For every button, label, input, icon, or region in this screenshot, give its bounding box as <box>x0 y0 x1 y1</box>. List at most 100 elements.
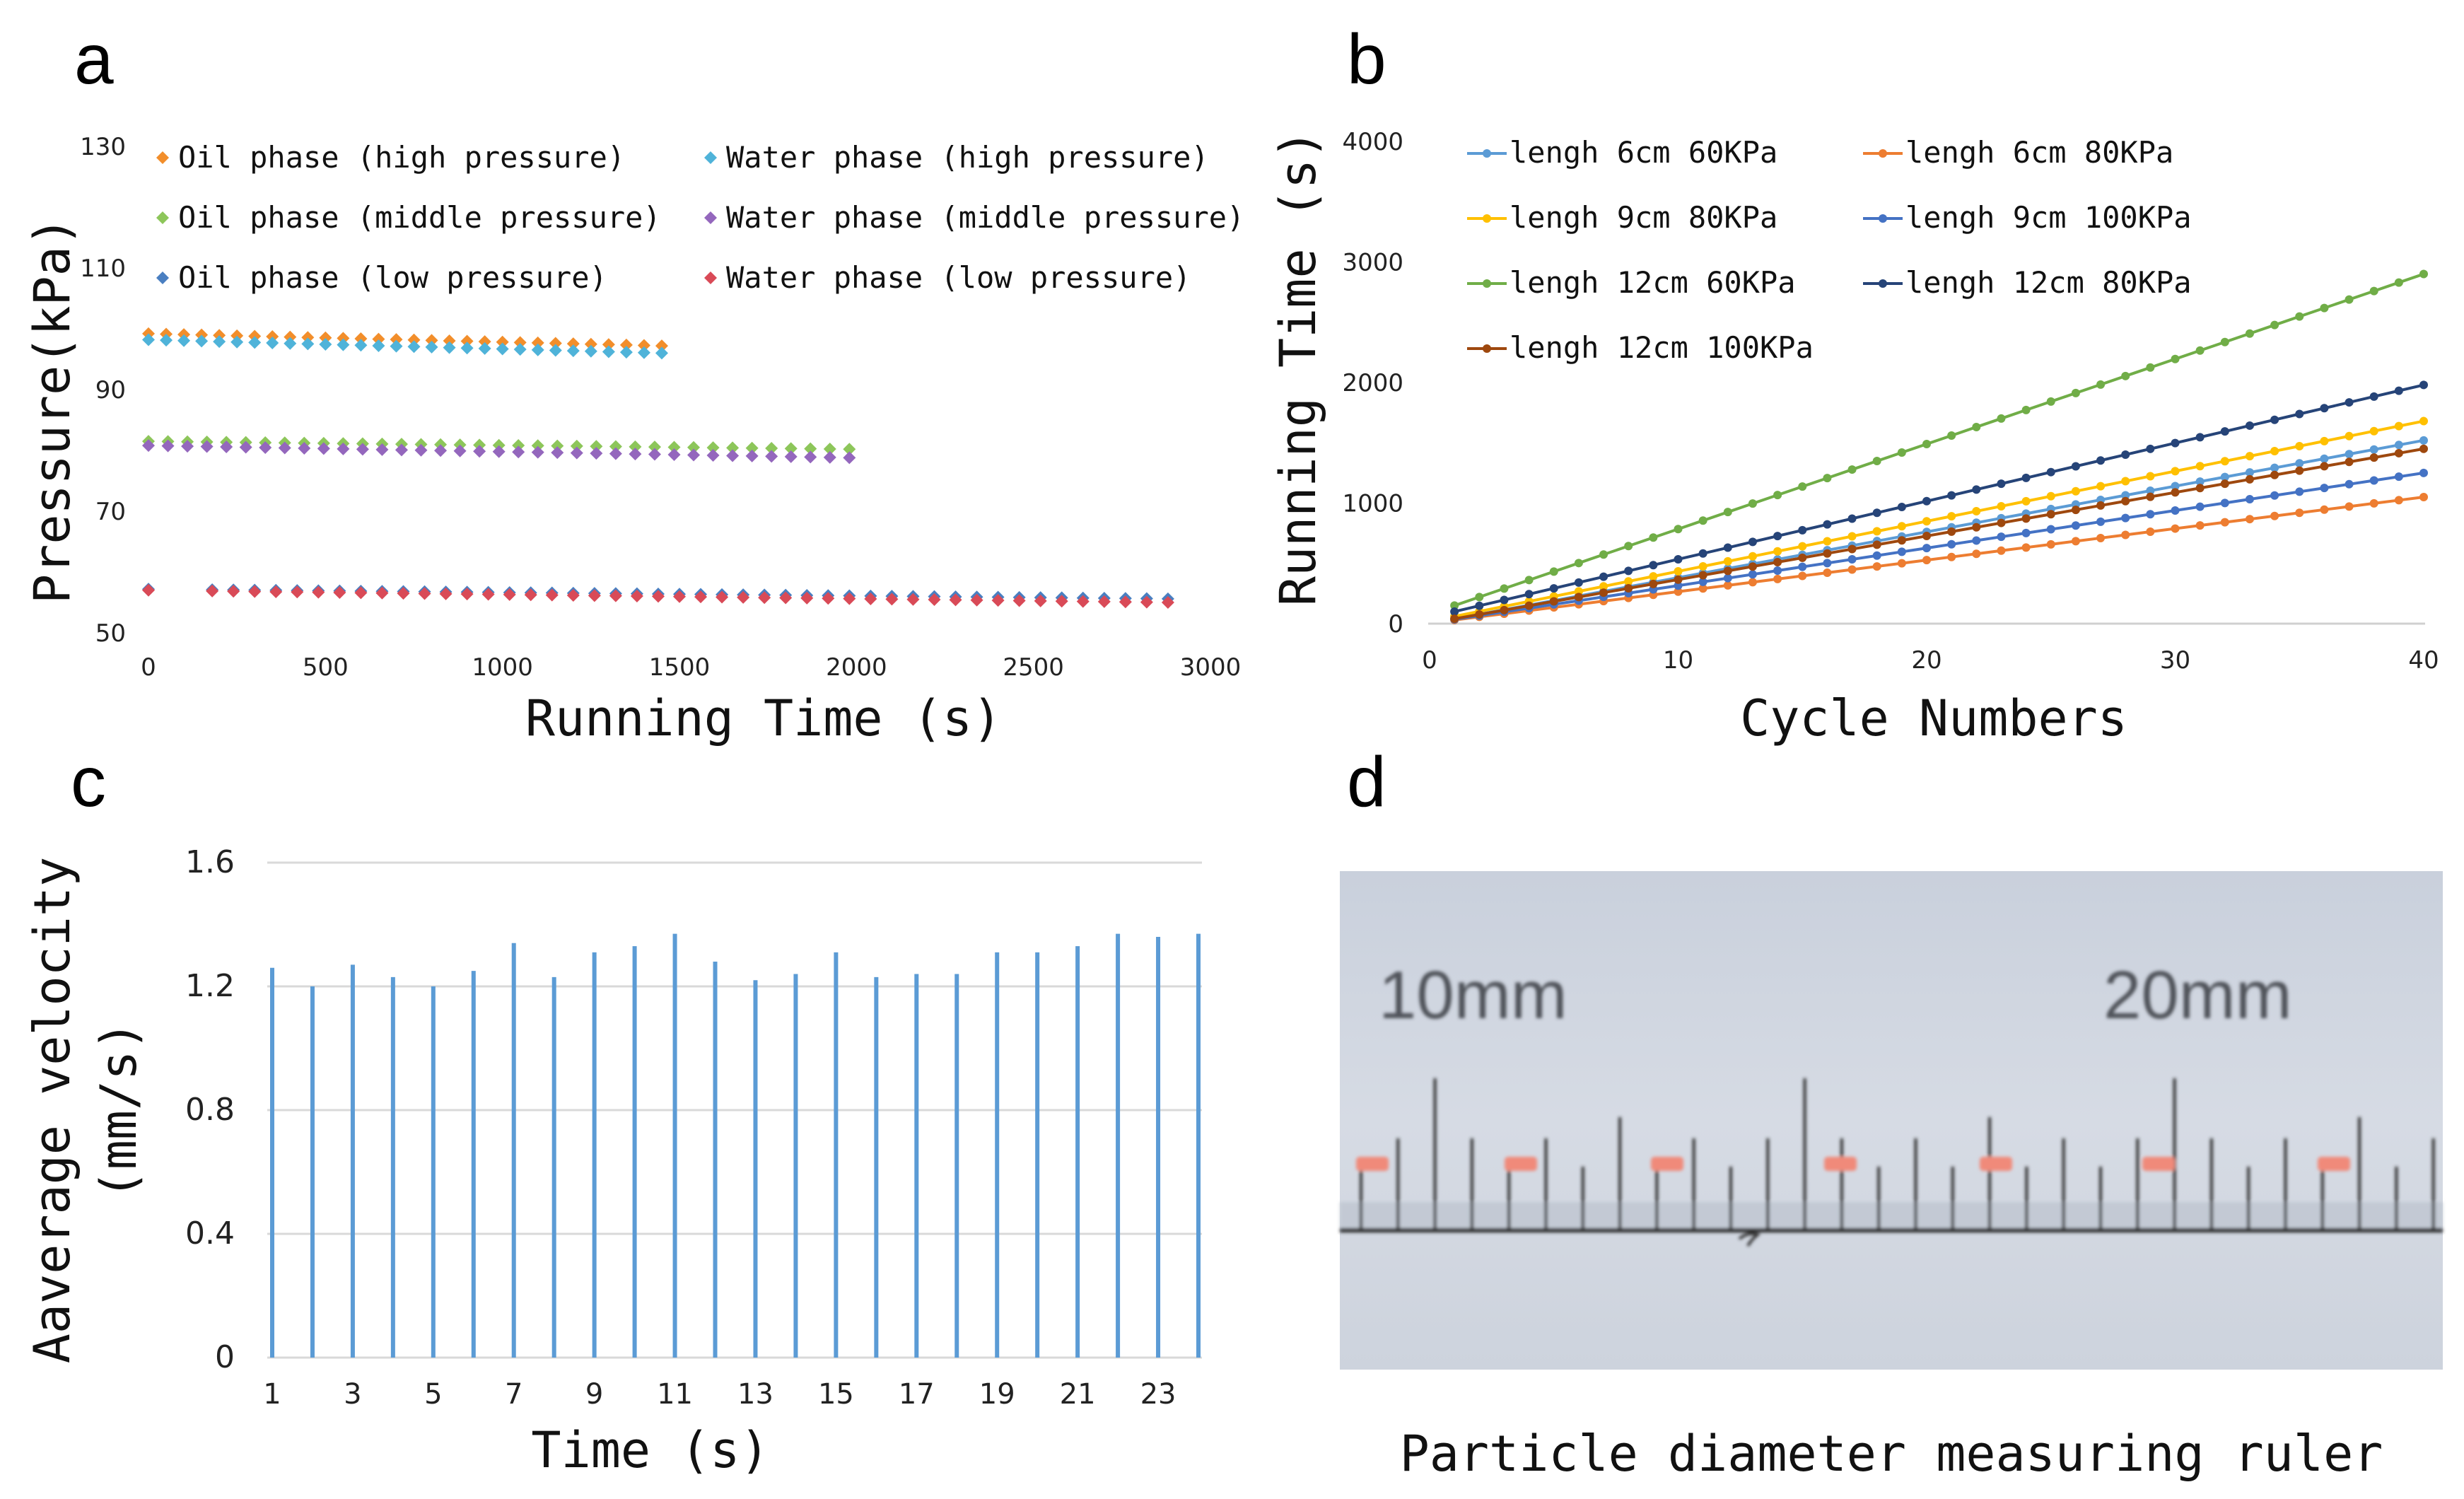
panel-a-y-tick-label: 50 <box>95 619 126 648</box>
panel-a-point <box>177 334 191 347</box>
panel-b-point <box>1500 584 1509 593</box>
panel-b-point <box>2071 462 2080 471</box>
panel-b-point <box>1524 601 1534 610</box>
panel-a-legend-marker <box>704 272 717 284</box>
panel-a-point <box>395 443 408 457</box>
panel-a-legend-label: Oil phase (middle pressure) <box>178 200 661 235</box>
panel-b-point <box>1897 448 1906 457</box>
panel-b-point <box>2394 421 2403 431</box>
panel-c-y-tick-label: 0 <box>215 1339 235 1375</box>
panel-b-point <box>1524 576 1534 585</box>
panel-a-point <box>390 339 403 353</box>
ruler-label-10mm: 10mm <box>1379 957 1567 1033</box>
ruler-shadow-band <box>1340 1202 2443 1230</box>
panel-b-point <box>2071 388 2080 397</box>
panel-b-point <box>1798 562 1807 571</box>
panel-b-point <box>1798 542 1807 551</box>
panel-c-y-tick-label: 1.2 <box>185 968 235 1004</box>
panel-a-point <box>425 334 438 347</box>
panel-b-point <box>1972 536 1981 545</box>
panel-a-points <box>142 327 1174 609</box>
panel-b-point <box>1922 532 1931 541</box>
panel-b-point <box>2146 510 2155 519</box>
panel-a-legend-marker <box>156 272 169 284</box>
panel-b-point <box>2369 392 2378 401</box>
panel-c-x-tick-label: 5 <box>424 1378 442 1411</box>
panel-a-point <box>588 589 601 602</box>
panel-b-point <box>2171 467 2180 476</box>
panel-c-x-tick-label: 19 <box>979 1378 1015 1411</box>
panel-b-legend-marker <box>1879 149 1887 158</box>
panel-c-bar <box>1035 952 1040 1358</box>
panel-a-point <box>496 342 509 356</box>
panel-a-point <box>375 586 389 600</box>
panel-b-point <box>1897 522 1906 531</box>
panel-b-point <box>2021 514 2031 523</box>
panel-b-series-line <box>1454 383 2424 613</box>
panel-a-point <box>259 441 272 454</box>
panel-b-point <box>2021 473 2031 482</box>
ruler-ticks <box>1360 1078 2435 1230</box>
panel-a-point <box>390 333 403 346</box>
panel-b-point <box>1723 581 1732 590</box>
panel-a-point <box>609 440 622 453</box>
panel-b-legend-label: lengh 6cm 80KPa <box>1905 135 2173 170</box>
panel-a-point <box>706 441 720 455</box>
panel-a-point <box>823 442 836 455</box>
panel-a-legend-marker <box>704 211 717 224</box>
panel-a-point <box>160 334 173 347</box>
panel-a-point <box>619 346 633 359</box>
panel-b-point <box>2171 524 2180 533</box>
panel-a-point <box>439 587 452 600</box>
panel-b-point <box>2369 426 2378 436</box>
panel-b-point <box>2394 386 2403 395</box>
panel-b-point <box>2220 479 2229 489</box>
ruler-photo-background <box>1340 871 2443 1370</box>
panel-a-point <box>1161 596 1174 609</box>
panel-b-point <box>1798 571 1807 581</box>
panel-a-point <box>266 337 279 350</box>
panel-b-point <box>2146 472 2155 481</box>
panel-b-point <box>1773 532 1782 541</box>
panel-a-x-tick-label: 500 <box>303 653 349 682</box>
panel-c-x-tick-label: 3 <box>344 1378 361 1411</box>
panel-b-point <box>1748 570 1757 579</box>
panel-b-point <box>2096 533 2106 542</box>
panel-b-point <box>1500 605 1509 614</box>
panel-a-point <box>726 441 740 455</box>
panel-b-y-tick-label: 2000 <box>1342 369 1403 397</box>
panel-b-point <box>2295 487 2304 496</box>
panel-c-bar <box>914 974 919 1358</box>
panel-a-point <box>549 337 562 350</box>
panel-b-point <box>2021 543 2031 552</box>
panel-a-y-tick-label: 70 <box>95 498 126 526</box>
panel-b-point <box>2369 476 2378 485</box>
panel-b-point <box>2195 502 2205 511</box>
panel-a-point <box>1055 595 1068 608</box>
panel-a-point <box>181 440 194 453</box>
panel-c-bar <box>471 971 476 1358</box>
panel-b-point <box>2394 278 2403 287</box>
panel-b-point <box>2345 431 2354 441</box>
panel-c-bar <box>954 974 959 1358</box>
panel-b-legend-marker <box>1483 279 1491 288</box>
panel-a-point <box>460 334 474 348</box>
panel-a-point <box>266 330 279 344</box>
panel-a-point <box>503 588 516 601</box>
panel-c-bars <box>270 933 1201 1358</box>
panel-c-bar <box>995 952 1000 1358</box>
panel-b-point <box>2245 515 2254 524</box>
panel-b-point <box>2146 527 2155 537</box>
panel-b-point <box>1674 587 1683 596</box>
panel-a-point <box>745 441 759 455</box>
panel-b-x-tick-label: 20 <box>1911 646 1942 675</box>
panel-b-point <box>1897 547 1906 556</box>
panel-a-point <box>492 438 506 452</box>
panel-a-point <box>637 339 650 352</box>
panel-a-point <box>478 342 491 355</box>
panel-b-point <box>2021 528 2031 537</box>
panel-a-point <box>629 448 642 461</box>
panel-a-point <box>492 445 506 458</box>
ruler-red-marks <box>1356 1157 2350 1171</box>
panel-b-point <box>2419 444 2428 453</box>
